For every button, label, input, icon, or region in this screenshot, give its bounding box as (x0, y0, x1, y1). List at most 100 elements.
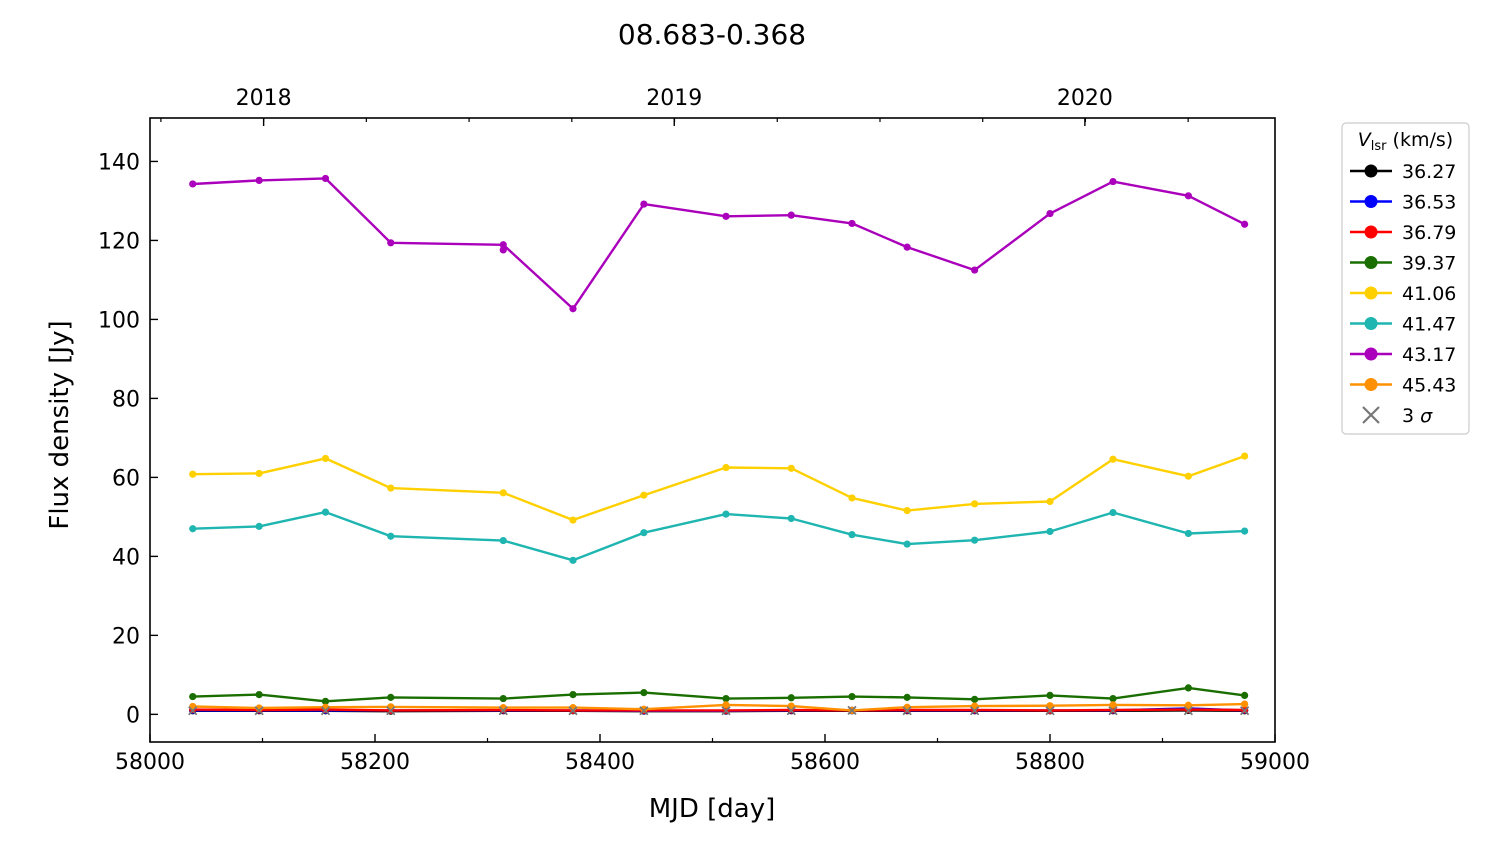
sigma3-marker (847, 705, 857, 716)
series-point-43.17 (1241, 220, 1249, 228)
sigma3-marker (254, 706, 264, 716)
series-point-39.37 (848, 692, 856, 701)
y-axis-label: Flux density [Jy] (45, 320, 75, 529)
legend-marker-43.17 (1364, 347, 1378, 361)
legend-marker-41.47 (1364, 317, 1378, 330)
series-point-41.47 (189, 525, 197, 533)
x-tick-label-58800: 58800 (1015, 750, 1085, 775)
series-line-41.47 (192, 510, 1245, 562)
legend-marker-39.37 (1364, 256, 1378, 269)
series-point-43.17 (569, 305, 577, 313)
sigma3-marker (386, 706, 396, 716)
series-point-39.37 (1109, 694, 1117, 703)
sigma3-marker-stroke (721, 706, 731, 716)
series-point-41.06 (722, 463, 730, 472)
sigma3-marker-stroke (498, 706, 508, 716)
series-point-39.37 (1241, 691, 1249, 699)
legend-label-41.47: 41.47 (1402, 314, 1456, 336)
series-point-41.06 (1241, 452, 1249, 460)
top-tick-label-2020: 2020 (1057, 86, 1113, 111)
series-point-41.47 (722, 510, 730, 518)
series-point-43.17 (1046, 209, 1054, 218)
sigma3-marker-stroke (568, 706, 578, 716)
series-point-43.17 (903, 243, 911, 251)
series-point-41.47 (787, 514, 795, 523)
legend: Vlsr (km/s) 36.27 36.53 36.79 39.37 41.06 41.4… (1341, 122, 1470, 435)
series-point-41.06 (1184, 472, 1192, 480)
series-point-43.17 (722, 212, 730, 220)
sigma3-marker (188, 706, 198, 716)
sigma3-marker-stroke (1108, 706, 1118, 716)
series-point-39.37 (903, 693, 911, 701)
series-point-41.47 (903, 540, 911, 548)
series-point-39.37 (321, 697, 330, 705)
y-tick-label-120: 120 (98, 229, 140, 254)
sigma3-marker-stroke (386, 706, 396, 716)
series-point-39.37 (387, 693, 395, 701)
x-tick-label-58200: 58200 (340, 750, 410, 775)
series-point-41.06 (848, 494, 856, 502)
series-point-39.37 (1184, 684, 1192, 692)
series-point-39.37 (722, 694, 730, 703)
sigma3-marker (1183, 706, 1194, 716)
series-point-41.47 (255, 522, 263, 530)
series-point-41.06 (387, 484, 395, 492)
top-tick-label-2018: 2018 (236, 86, 292, 111)
x-axis-label: MJD [day] (649, 794, 776, 824)
sigma3-marker (786, 706, 796, 716)
series-point-41.47 (1184, 529, 1192, 538)
y-tick-label-100: 100 (98, 308, 140, 333)
series-point-41.47 (321, 508, 330, 516)
series-point-43.17 (787, 211, 795, 219)
sigma3-marker (568, 706, 578, 716)
legend-label-sigma3: 3 σ (1402, 405, 1433, 427)
sigma3-marker-stroke (1045, 706, 1055, 716)
series-point-43.17 (189, 180, 197, 188)
series-point-43.17 (321, 174, 330, 183)
sigma3-marker-stroke (320, 706, 331, 716)
sigma3-marker (498, 706, 508, 716)
plot-frame (149, 117, 1276, 743)
series-line-36.79 (192, 708, 1245, 712)
sigma3-marker (902, 706, 912, 716)
series-point-39.37 (787, 694, 795, 702)
series-point-43.17 (848, 219, 856, 228)
sigma3-marker-stroke (188, 706, 198, 716)
sigma3-marker-stroke (847, 705, 857, 716)
y-tick-label-80: 80 (112, 387, 140, 412)
sigma3-marker-stroke (969, 706, 980, 716)
y-tick-label-20: 20 (112, 624, 140, 649)
top-tick-label-2019: 2019 (646, 86, 702, 111)
series-line-41.06 (192, 454, 1246, 522)
sigma3-marker (1045, 706, 1055, 716)
series-point-41.06 (971, 500, 979, 508)
x-tick-label-58000: 58000 (115, 750, 185, 775)
legend-label-41.06: 41.06 (1402, 283, 1456, 305)
series-point-43.17 (640, 200, 648, 208)
series-point-43.17 (971, 266, 979, 274)
legend-marker-36.27 (1364, 164, 1378, 178)
series-point-45.43 (1184, 701, 1192, 709)
series-point-43.17 (499, 246, 507, 254)
sigma3-marker (969, 706, 980, 716)
plot-area: 58000 58200 58400 58600 58800 59000 0 20 40 60 80 1… (98, 86, 1310, 775)
series-point-39.37 (499, 694, 507, 703)
legend-title: Vlsr (km/s) (1358, 129, 1453, 154)
sigma3-marker-stroke (786, 706, 796, 716)
x-tick-label-58600: 58600 (790, 750, 860, 775)
series-point-41.47 (640, 529, 648, 537)
series-line-39.37 (192, 686, 1245, 703)
series-point-41.47 (971, 536, 979, 544)
series-point-43.17 (1109, 177, 1117, 186)
series-point-43.17 (255, 176, 263, 184)
series-point-41.06 (321, 454, 330, 463)
series-point-45.43 (1241, 700, 1249, 708)
y-tick-label-40: 40 (112, 545, 140, 570)
sigma3-marker-stroke (254, 706, 264, 716)
legend-label-39.37: 39.37 (1402, 253, 1456, 275)
y-tick-label-60: 60 (112, 466, 140, 491)
legend-marker-36.53 (1364, 195, 1378, 208)
legend-marker-45.43 (1364, 378, 1378, 391)
sigma3-marker (320, 706, 331, 716)
series-point-41.47 (387, 532, 395, 540)
